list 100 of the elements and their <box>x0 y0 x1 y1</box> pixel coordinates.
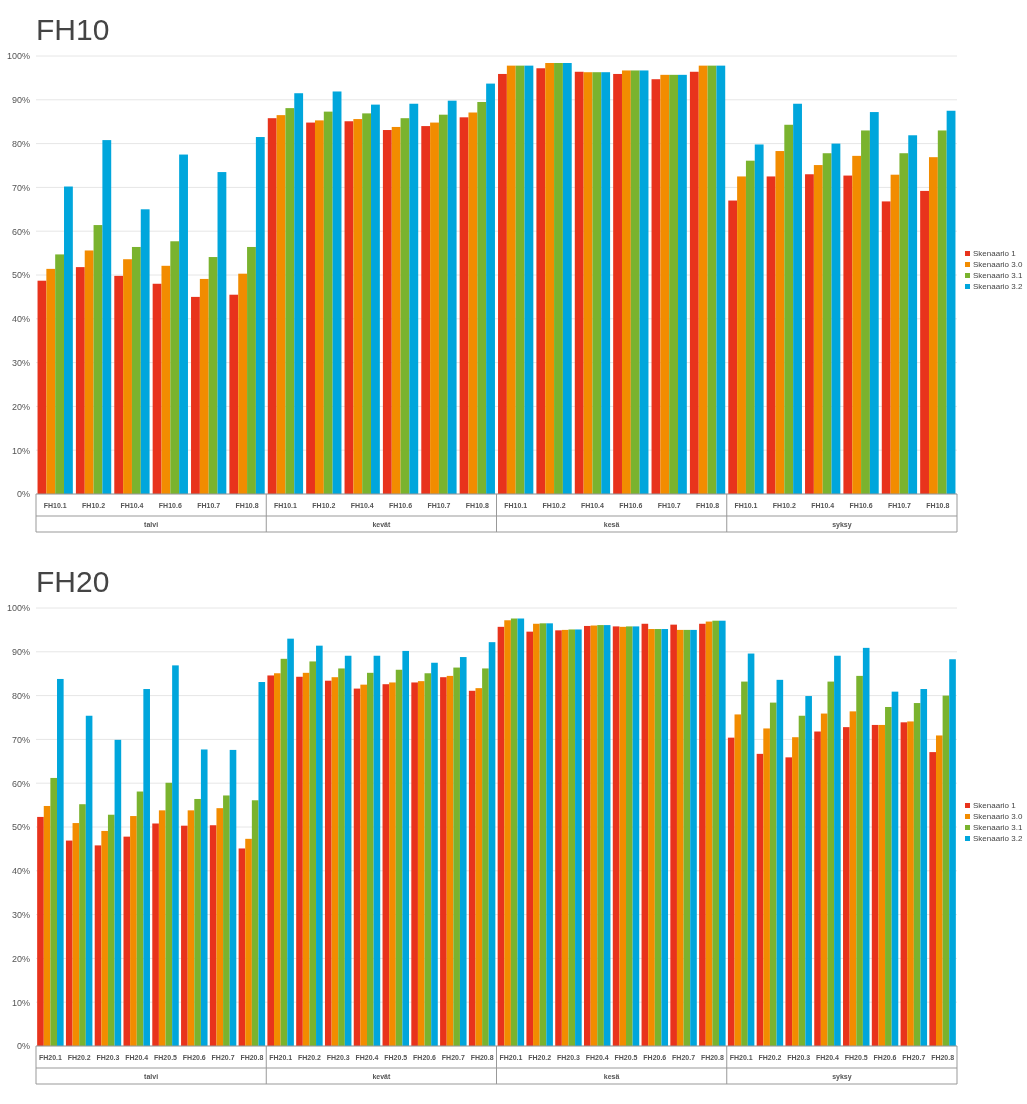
bar <box>274 673 281 1046</box>
bar <box>152 283 162 494</box>
bar <box>506 65 516 494</box>
bar <box>670 624 677 1046</box>
y-tick-label: 10% <box>11 997 30 1008</box>
bar <box>728 200 738 494</box>
bar <box>482 668 489 1046</box>
legend-label: Skenaario 1 <box>973 249 1017 258</box>
bar <box>187 810 195 1046</box>
bar <box>477 101 487 494</box>
bar <box>891 691 899 1046</box>
bar <box>43 805 51 1046</box>
bar <box>294 93 304 494</box>
bar <box>229 294 239 494</box>
bar <box>775 151 785 494</box>
bar <box>899 153 909 494</box>
bar <box>140 209 150 494</box>
bar <box>641 623 649 1046</box>
bar <box>371 104 380 494</box>
bar <box>805 174 814 494</box>
bar <box>942 695 950 1046</box>
y-tick-label: 70% <box>11 734 30 745</box>
bar <box>814 731 821 1046</box>
bar <box>539 623 547 1046</box>
bar <box>245 838 252 1046</box>
bar <box>143 689 150 1046</box>
bar <box>55 254 65 494</box>
bar <box>72 823 80 1046</box>
bar <box>191 296 200 494</box>
bar <box>75 267 85 494</box>
bar <box>792 737 799 1046</box>
bar <box>497 626 505 1046</box>
bar <box>285 108 295 494</box>
bar <box>554 63 563 494</box>
bar <box>158 810 166 1046</box>
bar <box>935 735 943 1046</box>
bar <box>827 681 835 1046</box>
bar <box>707 65 717 494</box>
bar <box>727 737 735 1046</box>
bar <box>267 118 277 494</box>
bar <box>194 798 201 1046</box>
bar <box>475 688 483 1046</box>
bar <box>813 165 823 494</box>
bar <box>123 836 131 1046</box>
bar <box>747 653 755 1046</box>
y-tick-label: 100% <box>6 51 30 62</box>
bar <box>517 618 525 1046</box>
bar <box>93 225 103 494</box>
bar <box>430 122 439 494</box>
bar <box>498 73 507 494</box>
bar <box>338 668 345 1046</box>
bar <box>136 791 144 1046</box>
bar <box>255 137 265 494</box>
bar <box>822 153 832 494</box>
bar <box>37 280 47 494</box>
bar <box>64 186 73 494</box>
bar <box>937 130 947 494</box>
bar <box>632 626 640 1046</box>
bar <box>247 246 256 494</box>
bar <box>421 126 431 494</box>
bar <box>737 176 746 494</box>
bar <box>820 713 828 1046</box>
bar <box>843 727 850 1046</box>
legend-label: Skenaario 3.0 <box>973 260 1023 269</box>
bar <box>878 724 886 1046</box>
y-tick-label: 40% <box>11 866 30 877</box>
bar <box>745 160 755 494</box>
bar <box>798 715 806 1046</box>
bar <box>217 172 227 494</box>
y-tick-label: 10% <box>11 445 30 456</box>
bar <box>94 845 102 1046</box>
bar <box>661 629 669 1046</box>
y-tick-label: 20% <box>11 401 30 412</box>
bar <box>568 629 576 1046</box>
bar <box>438 114 448 494</box>
bar <box>690 629 697 1046</box>
bar <box>114 739 122 1046</box>
bar <box>705 621 713 1046</box>
bar <box>524 65 534 494</box>
bar <box>619 626 627 1046</box>
bar <box>654 629 662 1046</box>
bar <box>869 112 879 494</box>
bar <box>590 625 598 1046</box>
bar <box>238 848 246 1046</box>
bar <box>834 655 841 1046</box>
bar <box>831 143 841 494</box>
bar <box>651 79 661 494</box>
bar <box>929 752 936 1046</box>
y-tick-label: 50% <box>11 270 30 281</box>
bar <box>223 795 230 1046</box>
bar <box>630 70 640 494</box>
bar <box>314 120 324 494</box>
bar <box>446 675 454 1046</box>
bar <box>763 728 770 1046</box>
bar <box>575 629 582 1046</box>
bar <box>181 825 188 1046</box>
bar <box>332 91 342 494</box>
bar <box>486 83 495 494</box>
legend-label: Skenaario 3.1 <box>973 823 1023 832</box>
bar <box>360 684 367 1046</box>
